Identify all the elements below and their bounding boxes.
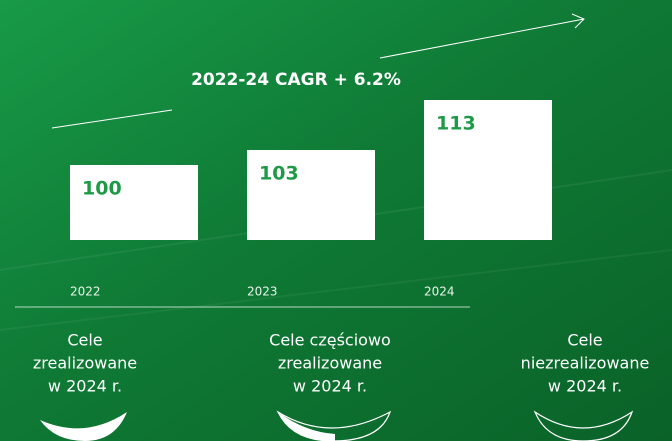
status-icon-empty (533, 410, 634, 441)
arrow-head (571, 13, 585, 29)
trend-arrow (51, 109, 173, 129)
status-label: Cele (67, 331, 102, 350)
value-label: 103 (259, 163, 299, 185)
status-label: Cele (567, 331, 602, 350)
status-label: w 2024 r. (293, 377, 367, 396)
status-label: zrealizowane (278, 354, 382, 373)
x-tick-label: 2022 (70, 285, 101, 299)
x-tick-label: 2024 (424, 285, 455, 299)
status-icon-partial-fill (278, 412, 335, 441)
bar (247, 150, 375, 240)
status-label: zrealizowane (33, 354, 137, 373)
status-icon-full (40, 412, 127, 441)
x-tick-label: 2023 (247, 285, 278, 299)
status-label: Cele częściowo (269, 331, 391, 350)
status-label: w 2024 r. (48, 377, 122, 396)
status-label: niezrealizowane (521, 354, 650, 373)
value-label: 100 (82, 178, 122, 200)
bar (70, 165, 198, 240)
status-icon-partial (276, 410, 392, 441)
annotation: 2022-24 CAGR + 6.2% (191, 70, 401, 90)
decor-line (0, 249, 672, 331)
bar (424, 100, 552, 240)
value-label: 113 (436, 113, 476, 135)
trend-arrow (379, 18, 585, 59)
status-label: w 2024 r. (548, 377, 622, 396)
